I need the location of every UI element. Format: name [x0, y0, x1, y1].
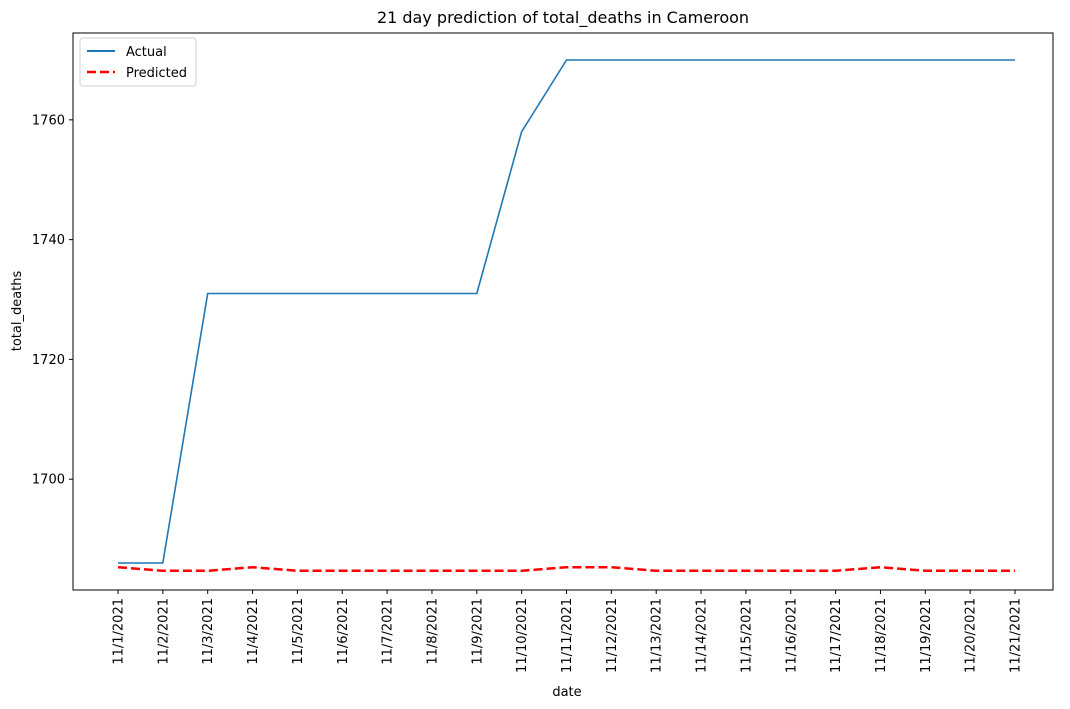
x-tick-label: 11/4/2021 [246, 598, 261, 665]
series-line-predicted [117, 565, 1015, 573]
y-axis: 1700 1720 1740 1760 [32, 113, 73, 488]
series-layer [117, 59, 1015, 573]
x-tick-label: 11/9/2021 [470, 598, 485, 665]
x-tick-label: 11/20/2021 [964, 598, 979, 673]
plot-area [72, 32, 1054, 591]
x-tick-label: 11/10/2021 [515, 598, 530, 673]
x-tick-label: 11/17/2021 [829, 598, 844, 673]
x-tick-label: 11/1/2021 [112, 598, 127, 665]
x-axis: 11/1/2021 11/2/2021 11/3/2021 11/4/2021 11/5… [112, 590, 1024, 673]
x-tick-label: 11/13/2021 [650, 598, 665, 673]
y-axis-label: total_deaths [10, 271, 25, 352]
x-tick-label: 11/2/2021 [156, 598, 171, 665]
y-tick-label: 1720 [32, 353, 65, 368]
y-tick-label: 1700 [32, 473, 65, 488]
x-tick-label: 11/18/2021 [874, 598, 889, 673]
x-tick-label: 11/12/2021 [605, 598, 620, 673]
x-tick-label: 11/3/2021 [201, 598, 216, 665]
x-tick-label: 11/15/2021 [739, 598, 754, 673]
legend-label-actual: Actual [126, 45, 167, 60]
x-axis-label: date [552, 685, 581, 700]
x-tick-label: 11/14/2021 [695, 598, 710, 673]
x-tick-label: 11/16/2021 [784, 598, 799, 673]
x-tick-label: 11/5/2021 [291, 598, 306, 665]
legend: Actual Predicted [79, 37, 197, 87]
x-tick-label: 11/19/2021 [919, 598, 934, 673]
x-tick-label: 11/21/2021 [1009, 598, 1024, 673]
x-tick-label: 11/7/2021 [381, 598, 396, 665]
series-line-actual [118, 59, 1015, 564]
chart-title: 21 day prediction of total_deaths in Cam… [377, 8, 749, 28]
x-tick-label: 11/6/2021 [336, 598, 351, 665]
legend-label-predicted: Predicted [126, 66, 187, 81]
y-tick-label: 1740 [32, 233, 65, 248]
x-tick-label: 11/11/2021 [560, 598, 575, 673]
y-tick-label: 1760 [32, 113, 65, 128]
x-tick-label: 11/8/2021 [425, 598, 440, 665]
